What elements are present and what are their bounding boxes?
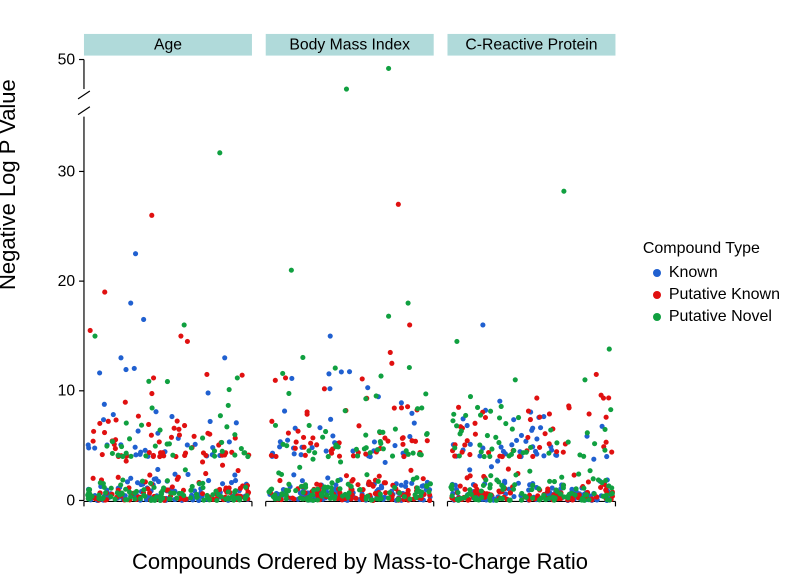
outlier-point [388, 350, 393, 355]
legend-item-putative_novel: Putative Novel [643, 306, 780, 328]
outlier-point [141, 317, 146, 322]
legend-label-known: Known [669, 264, 718, 282]
plot-area: 010203050AgeBody Mass IndexC-Reactive Pr… [80, 30, 620, 530]
outlier-point [344, 86, 349, 91]
outlier-point [582, 377, 587, 382]
outlier-point [182, 322, 187, 327]
legend-item-putative_known: Putative Known [643, 284, 780, 306]
outlier-point [386, 314, 391, 319]
x-axis-title: Compounds Ordered by Mass-to-Charge Rati… [132, 549, 588, 575]
outlier-point [561, 189, 566, 194]
svg-text:50: 50 [58, 51, 76, 68]
legend: Compound Type Known Putative Known Putativ… [643, 240, 780, 328]
legend-swatch-putative_novel [653, 313, 661, 321]
y-axis-title: Negative Log P Value [0, 79, 21, 290]
legend-item-known: Known [643, 262, 780, 284]
svg-text:10: 10 [58, 383, 76, 400]
outlier-point [149, 213, 154, 218]
chart-container: Negative Log P Value Compounds Ordered b… [0, 0, 800, 581]
outlier-point [178, 333, 183, 338]
svg-text:30: 30 [58, 163, 76, 180]
outlier-point [128, 300, 133, 305]
outlier-point [185, 339, 190, 344]
legend-swatch-known [653, 269, 661, 277]
points-age-putative_known [87, 372, 252, 503]
outlier-point [386, 66, 391, 71]
legend-swatch-putative_known [653, 291, 661, 299]
panel-strip-bmi: Body Mass Index [289, 37, 410, 54]
outlier-point [396, 202, 401, 207]
legend-items: Known Putative Known Putative Novel [643, 262, 780, 328]
plot-svg: 0 10 20 30 50 Age Body Mass Index C-Reactive Pr… [44, 30, 620, 530]
outlier-point [480, 322, 485, 327]
outlier-point [217, 150, 222, 155]
svg-text:20: 20 [58, 273, 76, 290]
svg-text:0: 0 [66, 492, 75, 509]
outlier-point [133, 251, 138, 256]
outlier-point [407, 322, 412, 327]
legend-label-putative_novel: Putative Novel [669, 308, 772, 326]
points-age-putative_novel [85, 375, 250, 503]
outlier-point [118, 355, 123, 360]
outlier-point [389, 361, 394, 366]
outlier-point [92, 333, 97, 338]
outlier-point [88, 328, 93, 333]
legend-label-putative_known: Putative Known [669, 286, 780, 304]
outlier-point [513, 377, 518, 382]
panel-strip-crp: C-Reactive Protein [465, 37, 597, 54]
legend-title: Compound Type [643, 240, 780, 258]
outlier-point [456, 405, 461, 410]
outlier-point [102, 290, 107, 295]
outlier-point [406, 300, 411, 305]
outlier-point [454, 339, 459, 344]
outlier-point [594, 372, 599, 377]
panel-strip-age: Age [154, 37, 182, 54]
outlier-point [328, 333, 333, 338]
outlier-point [289, 268, 294, 273]
outlier-point [607, 347, 612, 352]
